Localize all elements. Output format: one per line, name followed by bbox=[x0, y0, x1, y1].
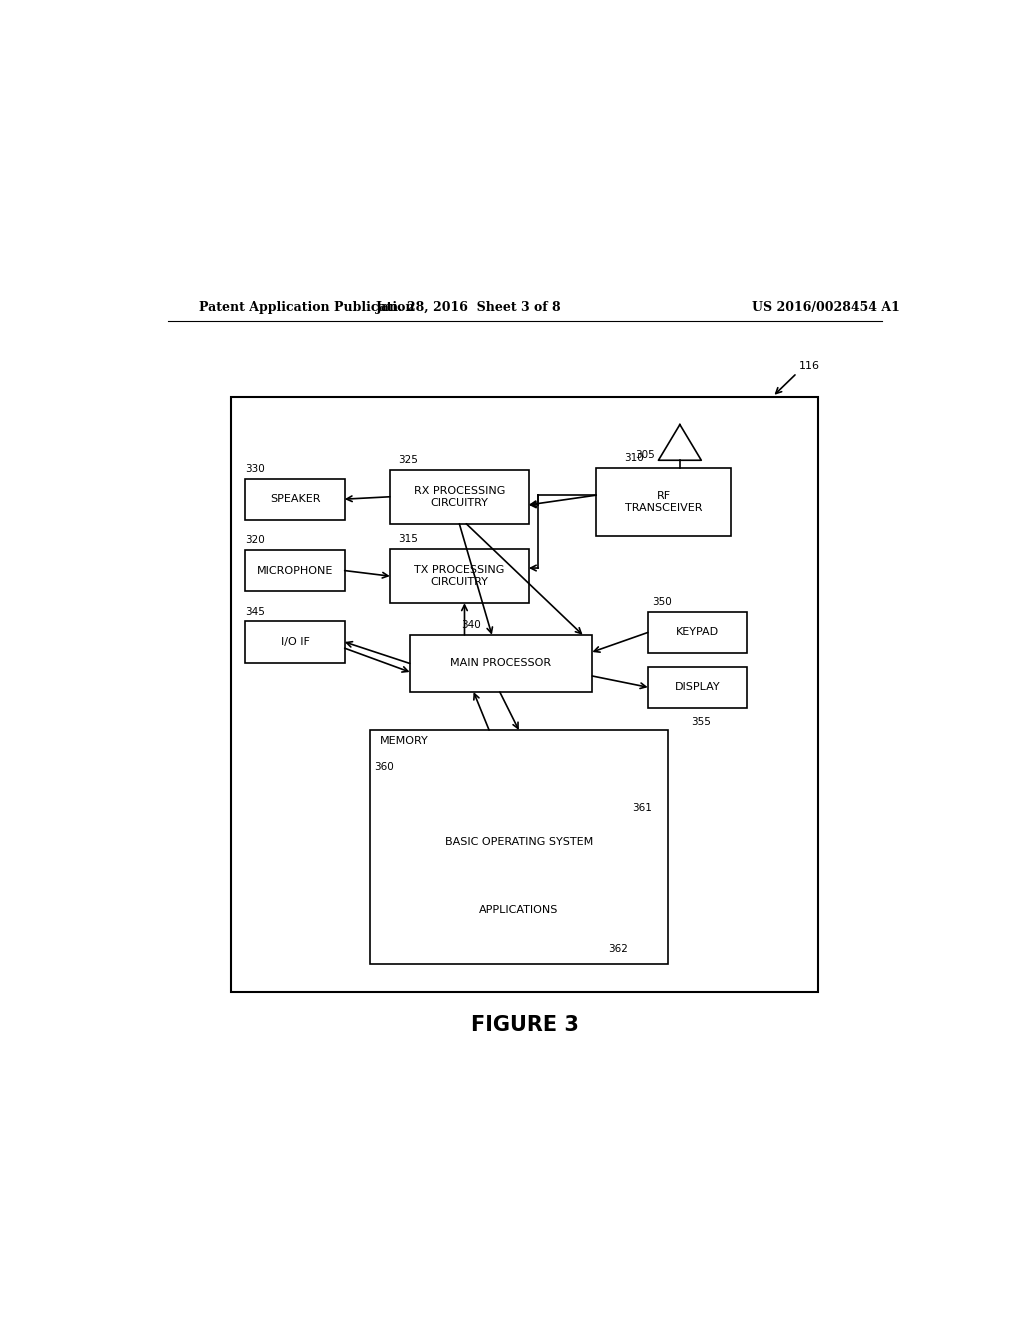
Text: 361: 361 bbox=[632, 803, 652, 813]
Text: DISPLAY: DISPLAY bbox=[675, 682, 720, 692]
Text: SPEAKER: SPEAKER bbox=[269, 494, 321, 504]
Bar bbox=[231, 397, 818, 991]
Text: TX PROCESSING
CIRCUITRY: TX PROCESSING CIRCUITRY bbox=[414, 565, 505, 587]
Bar bbox=[246, 622, 345, 663]
Text: 330: 330 bbox=[246, 463, 265, 474]
Text: MAIN PROCESSOR: MAIN PROCESSOR bbox=[451, 659, 552, 668]
Text: US 2016/0028454 A1: US 2016/0028454 A1 bbox=[753, 301, 900, 314]
Bar bbox=[390, 470, 528, 524]
Text: 310: 310 bbox=[624, 454, 644, 463]
Text: Jan. 28, 2016  Sheet 3 of 8: Jan. 28, 2016 Sheet 3 of 8 bbox=[377, 301, 562, 314]
Bar bbox=[386, 886, 652, 935]
Bar bbox=[246, 550, 345, 591]
Bar bbox=[648, 667, 748, 708]
Text: 362: 362 bbox=[608, 944, 628, 954]
Text: MICROPHONE: MICROPHONE bbox=[257, 565, 333, 576]
Bar bbox=[410, 635, 592, 692]
Text: I/O IF: I/O IF bbox=[281, 638, 309, 647]
Text: FIGURE 3: FIGURE 3 bbox=[471, 1015, 579, 1035]
Text: 360: 360 bbox=[374, 762, 394, 772]
Bar bbox=[648, 612, 748, 653]
Bar bbox=[390, 549, 528, 603]
Text: 345: 345 bbox=[246, 607, 265, 616]
Text: 320: 320 bbox=[246, 535, 265, 545]
Bar bbox=[246, 479, 345, 520]
Text: 355: 355 bbox=[691, 717, 712, 727]
Text: MEMORY: MEMORY bbox=[380, 737, 428, 746]
Text: BASIC OPERATING SYSTEM: BASIC OPERATING SYSTEM bbox=[444, 837, 593, 847]
Text: RX PROCESSING
CIRCUITRY: RX PROCESSING CIRCUITRY bbox=[414, 486, 505, 508]
Text: 116: 116 bbox=[799, 362, 819, 371]
Bar bbox=[370, 730, 668, 964]
Text: 325: 325 bbox=[397, 455, 418, 465]
Text: RF
TRANSCEIVER: RF TRANSCEIVER bbox=[625, 491, 702, 512]
Text: APPLICATIONS: APPLICATIONS bbox=[479, 906, 558, 915]
Text: Patent Application Publication: Patent Application Publication bbox=[200, 301, 415, 314]
Text: 340: 340 bbox=[461, 620, 481, 630]
Bar bbox=[596, 469, 731, 536]
Text: 315: 315 bbox=[397, 535, 418, 544]
Text: 305: 305 bbox=[635, 450, 654, 461]
Text: 350: 350 bbox=[652, 597, 672, 607]
Text: KEYPAD: KEYPAD bbox=[676, 627, 719, 638]
Bar bbox=[386, 817, 652, 867]
